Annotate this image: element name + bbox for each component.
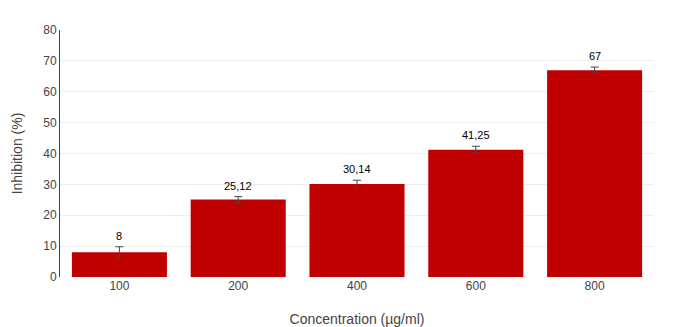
- svg-text:10: 10: [43, 239, 57, 253]
- svg-text:30: 30: [43, 178, 57, 192]
- svg-text:67: 67: [589, 50, 601, 62]
- svg-text:8: 8: [116, 230, 122, 242]
- svg-text:60: 60: [43, 85, 57, 99]
- svg-text:800: 800: [585, 279, 605, 293]
- svg-text:600: 600: [466, 279, 486, 293]
- svg-text:80: 80: [43, 23, 57, 37]
- svg-text:20: 20: [43, 208, 57, 222]
- svg-text:Concentration (µg/ml): Concentration (µg/ml): [290, 311, 425, 327]
- svg-text:70: 70: [43, 54, 57, 68]
- svg-text:200: 200: [228, 279, 248, 293]
- svg-text:41,25: 41,25: [462, 129, 490, 141]
- svg-text:50: 50: [43, 116, 57, 130]
- svg-text:400: 400: [347, 279, 367, 293]
- svg-text:0: 0: [50, 270, 57, 284]
- svg-text:25,12: 25,12: [224, 180, 252, 192]
- svg-text:Inhibition (%): Inhibition (%): [9, 113, 25, 195]
- svg-text:100: 100: [109, 279, 129, 293]
- svg-text:30,14: 30,14: [343, 163, 371, 175]
- svg-text:40: 40: [43, 147, 57, 161]
